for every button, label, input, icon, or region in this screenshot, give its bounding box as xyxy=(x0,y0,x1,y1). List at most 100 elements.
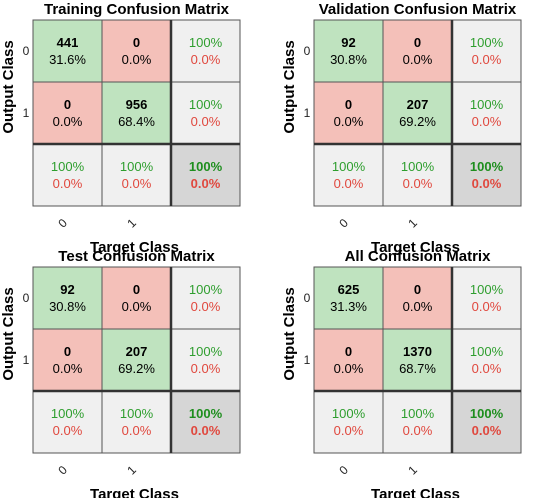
matrix-cell xyxy=(101,19,172,83)
cell-value-top: 100% xyxy=(120,406,154,421)
cell-value-top: 956 xyxy=(126,97,148,112)
chart-title: Test Confusion Matrix xyxy=(58,248,215,265)
cell-value-bottom: 0.0% xyxy=(472,423,502,438)
matrix-cell xyxy=(313,143,384,207)
cell-value-top: 0 xyxy=(64,344,71,359)
cell-value-top: 100% xyxy=(51,159,85,174)
matrix-cell xyxy=(382,390,453,454)
cell-value-top: 100% xyxy=(51,406,85,421)
cell-value-top: 207 xyxy=(126,344,148,359)
cell-value-bottom: 0.0% xyxy=(191,52,221,67)
cell-value-bottom: 69.2% xyxy=(118,361,155,376)
cell-value-top: 625 xyxy=(338,282,360,297)
matrix-cell xyxy=(101,143,172,207)
confusion-matrix-panel-1: 441 31.6% 0 0.0% 100% 0.0% 0 0.0% 956 68.4% 100% 0.… xyxy=(0,1,241,256)
matrix-cell xyxy=(313,390,384,454)
cell-value-bottom: 31.3% xyxy=(330,299,367,314)
cell-value-top: 0 xyxy=(414,282,421,297)
cell-value-top: 100% xyxy=(470,159,504,174)
matrix-cell xyxy=(32,19,103,83)
chart-title: Training Confusion Matrix xyxy=(44,1,230,18)
cell-value-bottom: 0.0% xyxy=(472,361,502,376)
cell-value-top: 100% xyxy=(189,97,223,112)
y-axis-label: Output Class xyxy=(281,287,298,380)
x-axis-label: Target Class xyxy=(371,239,460,256)
cell-value-top: 100% xyxy=(332,406,366,421)
cell-value-top: 100% xyxy=(189,282,223,297)
cell-value-bottom: 31.6% xyxy=(49,52,86,67)
cell-value-bottom: 68.4% xyxy=(118,114,155,129)
matrix-cell xyxy=(32,143,103,207)
cell-value-bottom: 0.0% xyxy=(403,423,433,438)
cell-value-bottom: 0.0% xyxy=(403,52,433,67)
matrix-cell xyxy=(382,81,453,145)
matrix-cell xyxy=(382,19,453,83)
cell-value-top: 207 xyxy=(407,97,429,112)
cell-value-bottom: 0.0% xyxy=(472,176,502,191)
chart-title: All Confusion Matrix xyxy=(345,248,491,265)
cell-value-bottom: 68.7% xyxy=(399,361,436,376)
cell-value-bottom: 69.2% xyxy=(399,114,436,129)
x-tick-label: 1 xyxy=(124,216,139,231)
matrix-cell xyxy=(451,390,522,454)
x-tick-label: 0 xyxy=(336,463,351,478)
x-tick-label: 0 xyxy=(336,216,351,231)
matrix-cell xyxy=(101,81,172,145)
cell-value-top: 100% xyxy=(189,406,223,421)
cell-value-bottom: 0.0% xyxy=(191,299,221,314)
y-tick-label: 0 xyxy=(23,44,30,58)
confusion-matrix-panel-3: 92 30.8% 0 0.0% 100% 0.0% 0 0.0% 207 69.2% 100% 0.0… xyxy=(0,248,241,498)
cell-value-bottom: 0.0% xyxy=(122,176,152,191)
matrix-cell xyxy=(101,328,172,392)
matrix-cell xyxy=(382,328,453,392)
matrix-cell xyxy=(382,143,453,207)
chart-title: Validation Confusion Matrix xyxy=(319,1,517,18)
y-tick-label: 0 xyxy=(304,44,311,58)
matrix-cell xyxy=(101,266,172,330)
cell-value-bottom: 0.0% xyxy=(334,423,364,438)
cell-value-top: 100% xyxy=(120,159,154,174)
cell-value-top: 0 xyxy=(64,97,71,112)
cell-value-top: 1370 xyxy=(403,344,432,359)
cell-value-top: 0 xyxy=(133,282,140,297)
confusion-matrix-panel-2: 92 30.8% 0 0.0% 100% 0.0% 0 0.0% 207 69.2% 100% 0.0… xyxy=(281,1,522,256)
cell-value-top: 92 xyxy=(341,35,355,50)
cell-value-top: 100% xyxy=(470,35,504,50)
matrix-cell xyxy=(170,81,241,145)
cell-value-bottom: 0.0% xyxy=(334,361,364,376)
cell-value-bottom: 0.0% xyxy=(334,114,364,129)
cell-value-top: 0 xyxy=(414,35,421,50)
cell-value-bottom: 0.0% xyxy=(191,423,221,438)
matrix-cell xyxy=(101,390,172,454)
matrix-cell xyxy=(170,266,241,330)
cell-value-top: 100% xyxy=(189,159,223,174)
cell-value-bottom: 30.8% xyxy=(330,52,367,67)
cell-value-top: 441 xyxy=(57,35,79,50)
matrix-cell xyxy=(451,81,522,145)
cell-value-bottom: 0.0% xyxy=(53,361,83,376)
cell-value-bottom: 30.8% xyxy=(49,299,86,314)
matrix-cell xyxy=(382,266,453,330)
y-tick-label: 1 xyxy=(304,106,311,120)
cell-value-top: 92 xyxy=(60,282,74,297)
x-axis-label: Target Class xyxy=(90,239,179,256)
matrix-cell xyxy=(451,143,522,207)
matrix-cell xyxy=(313,19,384,83)
x-tick-label: 1 xyxy=(405,463,420,478)
matrix-cell xyxy=(32,328,103,392)
x-axis-label: Target Class xyxy=(90,486,179,498)
y-tick-label: 1 xyxy=(304,353,311,367)
matrix-cell xyxy=(451,328,522,392)
y-tick-label: 1 xyxy=(23,353,30,367)
cell-value-top: 0 xyxy=(133,35,140,50)
cell-value-top: 100% xyxy=(332,159,366,174)
matrix-cell xyxy=(313,266,384,330)
cell-value-top: 100% xyxy=(470,97,504,112)
cell-value-top: 0 xyxy=(345,97,352,112)
matrix-cell xyxy=(32,266,103,330)
cell-value-bottom: 0.0% xyxy=(472,299,502,314)
y-axis-label: Output Class xyxy=(281,40,298,133)
cell-value-bottom: 0.0% xyxy=(53,176,83,191)
matrix-cell xyxy=(170,19,241,83)
